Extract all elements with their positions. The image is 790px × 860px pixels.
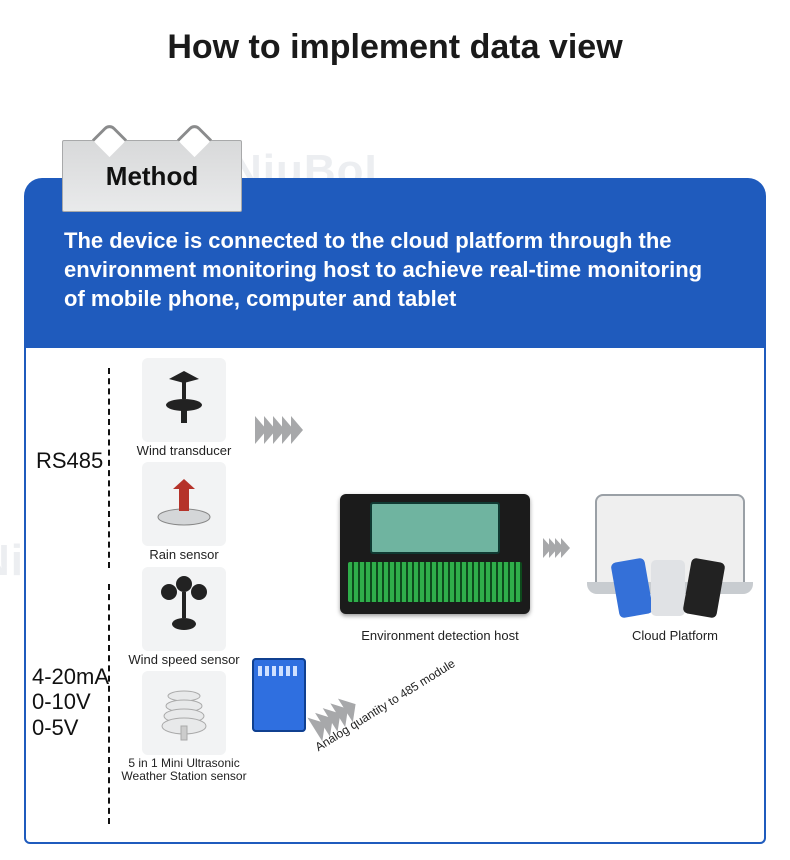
environment-host-icon: [340, 494, 530, 614]
sensor-ultrasonic: 5 in 1 Mini Ultrasonic Weather Station s…: [114, 671, 254, 783]
sensor-label: Rain sensor: [149, 548, 218, 562]
analog-label: 4-20mA 0-10V 0-5V: [32, 664, 109, 740]
host-screen: [370, 502, 500, 554]
sensor-column: Wind transducer Rain sensor Wind speed s…: [114, 358, 254, 787]
method-label: Method: [106, 161, 198, 192]
sensor-rain: Rain sensor: [114, 462, 254, 562]
host-label: Environment detection host: [350, 628, 530, 643]
dashed-line: [108, 368, 110, 568]
rain-sensor-icon: [142, 462, 226, 546]
ultrasonic-icon: [142, 671, 226, 755]
arrow-icon: [258, 416, 303, 444]
rs485-label: RS485: [36, 448, 103, 474]
description-text: The device is connected to the cloud pla…: [64, 226, 726, 313]
host-ports: [348, 562, 522, 602]
analog-485-module-icon: [252, 658, 306, 732]
sensor-label: 5 in 1 Mini Ultrasonic Weather Station s…: [114, 757, 254, 783]
sensor-wind-speed: Wind speed sensor: [114, 567, 254, 667]
method-tab: Method: [62, 140, 242, 212]
arrow-icon: [546, 538, 570, 558]
wind-transducer-icon: [142, 358, 226, 442]
phone-icon: [651, 560, 685, 616]
cloud-platform-icon: [595, 494, 755, 614]
page-title: How to implement data view: [0, 28, 790, 67]
cloud-label: Cloud Platform: [610, 628, 740, 643]
analog-line: 0-5V: [32, 715, 109, 740]
sensor-label: Wind speed sensor: [128, 653, 239, 667]
analog-line: 0-10V: [32, 689, 109, 714]
wind-speed-icon: [142, 567, 226, 651]
sensor-wind-transducer: Wind transducer: [114, 358, 254, 458]
analog-line: 4-20mA: [32, 664, 109, 689]
sensor-label: Wind transducer: [137, 444, 232, 458]
